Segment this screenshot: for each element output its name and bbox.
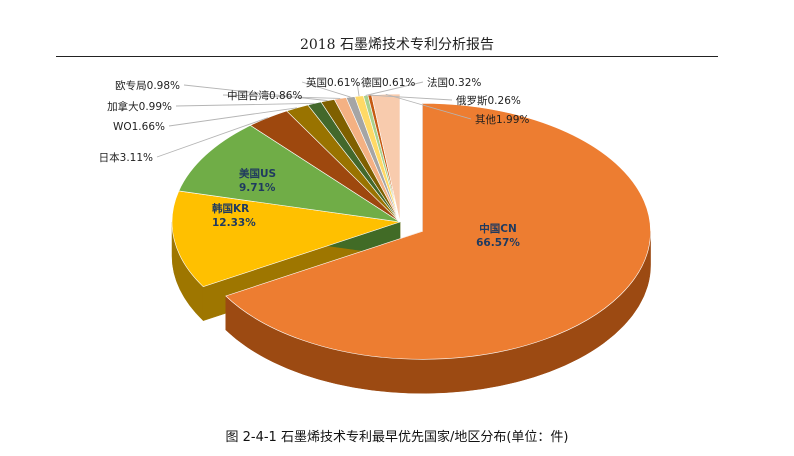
leader-line-8: [301, 81, 351, 98]
pie-slice-1: [171, 190, 401, 288]
slice-label-12: 其他1.99%: [475, 113, 529, 126]
slice-label-10: 法国0.32%: [427, 76, 481, 89]
leader-line-6: [183, 84, 328, 102]
leader-line-7: [222, 94, 341, 99]
pie-slice-0: [225, 103, 651, 360]
leader-lines: [156, 81, 472, 158]
leader-line-10: [365, 81, 424, 96]
pie-slice-2: [178, 125, 401, 223]
leader-line-9: [356, 81, 360, 97]
slice-label-4: WO1.66%: [113, 121, 165, 133]
header-rule: [56, 56, 718, 57]
slice-value-0: 66.57%: [476, 237, 520, 249]
figure-caption: 图 2-4-1 石墨烯技术专利最早优先国家/地区分布(单位：件): [225, 430, 569, 445]
slice-value-2: 9.71%: [239, 182, 276, 194]
slice-label-8: 英国0.61%: [306, 76, 360, 89]
leader-line-5: [175, 102, 315, 107]
slice-label-9: 德国0.61%: [361, 76, 415, 89]
slice-name-2: 美国US: [239, 167, 276, 180]
slice-label-11: 俄罗斯0.26%: [456, 94, 521, 107]
slice-label-7: 中国台湾0.86%: [227, 89, 302, 102]
leader-line-12: [385, 93, 472, 120]
data-labels: 中国CN 66.57% 韩国KR 12.33% 美国US 9.71% 日本3.11% WO1.…: [99, 76, 530, 249]
leader-line-4: [168, 107, 298, 127]
page-header: 2018 石墨烯技术专利分析报告: [299, 37, 495, 53]
leader-line-3: [156, 117, 269, 158]
slice-label-3: 日本3.11%: [99, 151, 153, 164]
slice-value-1: 12.33%: [212, 217, 256, 229]
pie-slices: [171, 93, 651, 360]
leader-line-11: [369, 94, 453, 101]
slice-label-6: 欧专局0.98%: [115, 79, 180, 92]
slice-label-5: 加拿大0.99%: [107, 100, 172, 113]
slice-name-0: 中国CN: [479, 222, 517, 235]
slice-name-1: 韩国KR: [212, 202, 249, 215]
pie-chart: 中国CN 66.57% 韩国KR 12.33% 美国US 9.71% 日本3.11% WO1.…: [99, 76, 651, 394]
